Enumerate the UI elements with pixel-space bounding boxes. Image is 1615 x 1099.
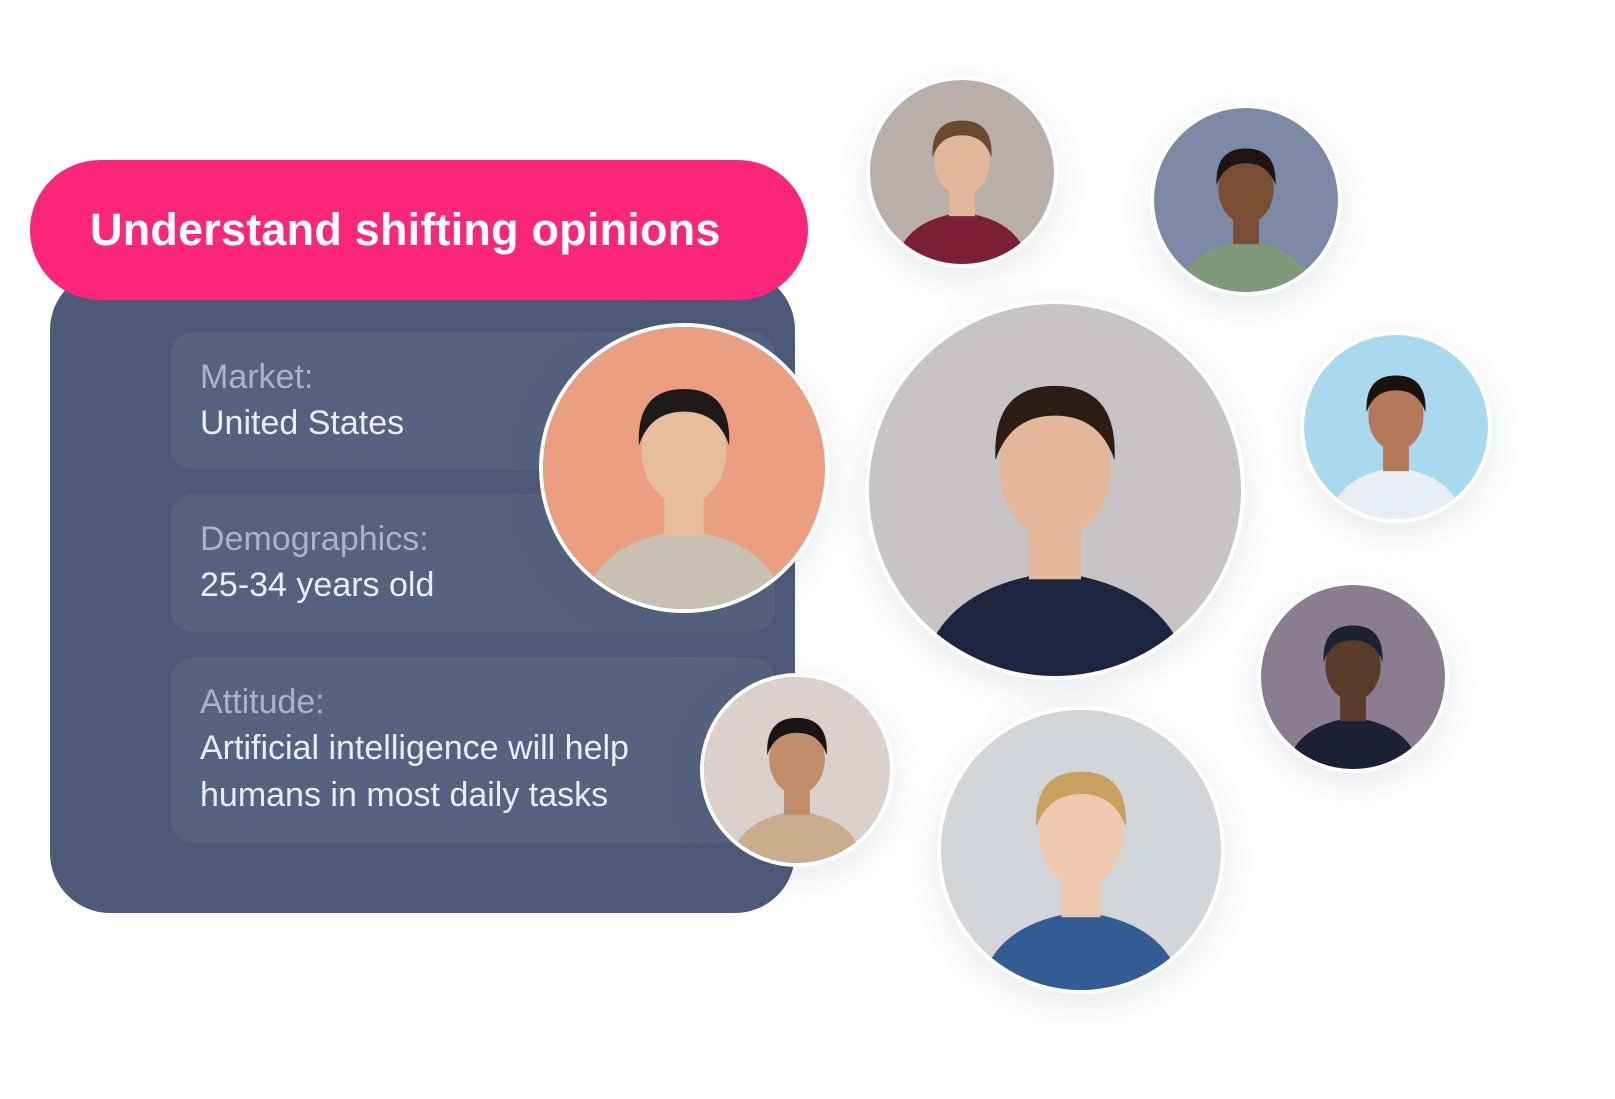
person-photo-icon [1304,335,1488,519]
person-photo-icon [869,304,1241,676]
person-photo-icon [1154,108,1338,292]
demographics-value: 25-34 years old [200,566,435,604]
demographics-label: Demographics: [200,520,429,558]
avatar-person-curly-hair-mustache [866,76,1058,268]
attitude-value-line2: humans in most daily tasks [200,776,609,814]
avatar-person-cap-glasses [1257,581,1449,773]
person-photo-icon [941,710,1221,990]
avatar-person-laughing-blue-bg [1300,331,1492,523]
avatar-person-smiling-beard-navy [865,300,1245,680]
person-photo-icon [1261,585,1445,769]
avatar-person-blond-denim [937,706,1225,994]
market-value: United States [200,404,405,442]
avatar-person-smiling-green-shirt [1150,104,1342,296]
person-photo-icon [704,677,890,863]
avatar-person-curly-dark-hair [700,673,894,867]
attitude-label: Attitude: [200,683,325,721]
headline-banner: Understand shifting opinions [30,160,808,300]
attitude-field[interactable]: Attitude: Artificial intelligence will h… [170,657,775,843]
market-label: Market: [200,358,314,396]
person-photo-icon [870,80,1054,264]
headline: Understand shifting opinions [90,204,721,255]
avatar-person-buzzcut-peach-bg [539,323,829,613]
person-photo-icon [543,327,825,609]
attitude-value-line1: Artificial intelligence will help [200,729,629,767]
